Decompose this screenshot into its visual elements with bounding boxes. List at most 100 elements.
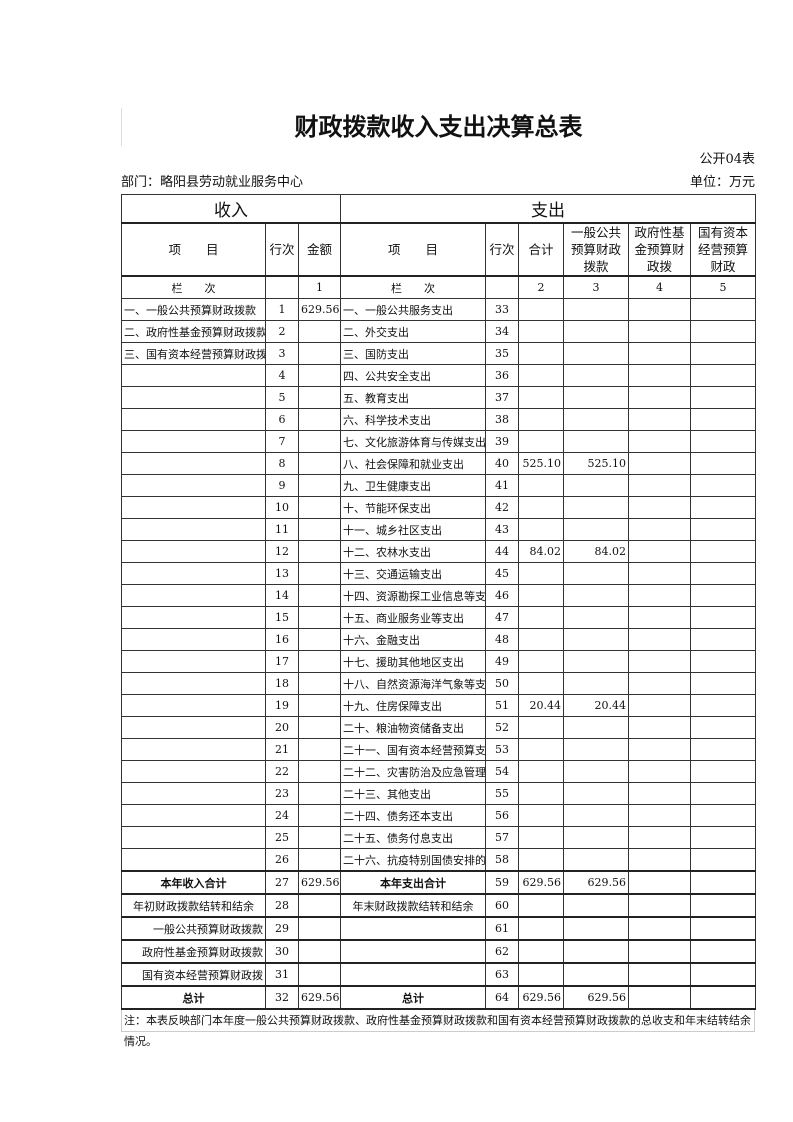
income-item-cell: 年初财政拨款结转和结余 — [121, 893, 266, 918]
state-capital-amount-cell — [690, 452, 756, 475]
expense-total-cell: 629.56 — [518, 870, 564, 895]
expense-item-cell: 七、文化旅游体育与传媒支出 — [340, 430, 486, 453]
state-capital-amount-cell — [690, 496, 756, 519]
expense-item-cell — [340, 939, 486, 964]
state-capital-amount-cell — [690, 386, 756, 409]
expense-total-cell — [518, 804, 564, 827]
income-line-cell: 6 — [265, 408, 299, 431]
general-budget-amount-cell: 20.44 — [563, 694, 629, 717]
income-item-cell — [121, 760, 266, 783]
expense-line-cell: 33 — [485, 298, 519, 321]
fund-budget-amount-cell — [628, 738, 691, 761]
col-label: 栏 次 — [340, 275, 486, 299]
income-item-cell — [121, 408, 266, 431]
table-row: 21 二十一、国有资本经营预算支出 53 — [121, 738, 756, 761]
fund-budget-amount-cell — [628, 870, 691, 895]
table-row: 22 二十二、灾害防治及应急管理支出54 — [121, 760, 756, 783]
income-item-cell — [121, 562, 266, 585]
income-line-cell: 14 — [265, 584, 299, 607]
income-header: 收入 — [121, 194, 341, 224]
general-budget-amount-cell — [563, 430, 629, 453]
table-row: 12 十二、农林水支出 44 84.02 84.02 — [121, 540, 756, 563]
col-label: 栏 次 — [121, 275, 266, 299]
income-line-cell: 23 — [265, 782, 299, 805]
income-item-cell — [121, 452, 266, 475]
general-budget-amount-cell — [563, 298, 629, 321]
expense-total-cell — [518, 760, 564, 783]
general-budget-amount-cell: 525.10 — [563, 452, 629, 475]
income-line-cell: 16 — [265, 628, 299, 651]
col-5: 5 — [690, 275, 756, 299]
income-line-cell: 10 — [265, 496, 299, 519]
income-item-cell — [121, 628, 266, 651]
state-capital-amount-cell — [690, 540, 756, 563]
expense-line-cell: 35 — [485, 342, 519, 365]
income-amount-cell — [298, 518, 341, 541]
state-capital-amount-cell — [690, 606, 756, 629]
table-row: 8 八、社会保障和就业支出 40 525.10 525.10 — [121, 452, 756, 475]
general-budget-amount-cell — [563, 848, 629, 872]
expense-item-cell: 本年支出合计 — [340, 870, 486, 895]
income-item-cell — [121, 716, 266, 739]
general-budget-amount-cell — [563, 518, 629, 541]
fund-budget-amount-cell — [628, 430, 691, 453]
expense-total-cell — [518, 298, 564, 321]
fund-budget-amount-cell — [628, 386, 691, 409]
expense-line-cell: 48 — [485, 628, 519, 651]
table-row: 三、国有资本经营预算财政拨款 3 三、国防支出 35 — [121, 342, 756, 365]
income-line-cell: 12 — [265, 540, 299, 563]
income-line-cell: 1 — [265, 298, 299, 321]
expense-total-cell — [518, 562, 564, 585]
income-line-cell: 20 — [265, 716, 299, 739]
unit-label: 单位：万元 — [689, 175, 755, 190]
fund-budget-amount-cell — [628, 760, 691, 783]
income-line-cell: 28 — [265, 893, 299, 918]
expense-line-cell: 55 — [485, 782, 519, 805]
income-amount-cell — [298, 452, 341, 475]
table-row: 16 十六、金融支出 48 — [121, 628, 756, 651]
expense-total-cell — [518, 342, 564, 365]
income-line-cell: 17 — [265, 650, 299, 673]
fund-budget-amount-cell — [628, 606, 691, 629]
expense-total-cell — [518, 320, 564, 343]
income-amount-cell: 629.56 — [298, 985, 341, 1010]
state-capital-amount-cell — [690, 916, 756, 941]
income-item-cell — [121, 540, 266, 563]
general-budget-amount-cell — [563, 893, 629, 918]
expense-line-cell: 60 — [485, 893, 519, 918]
income-item-cell — [121, 738, 266, 761]
general-budget-amount-cell: 629.56 — [563, 870, 629, 895]
expense-item-cell: 十二、农林水支出 — [340, 540, 486, 563]
state-capital-amount-cell — [690, 342, 756, 365]
income-line-cell: 30 — [265, 939, 299, 964]
expense-line-cell: 57 — [485, 826, 519, 849]
fund-budget-amount-cell — [628, 342, 691, 365]
fund-budget-amount-cell — [628, 474, 691, 497]
expense-total-cell — [518, 496, 564, 519]
expense-line-cell: 43 — [485, 518, 519, 541]
expense-total-cell — [518, 738, 564, 761]
income-item-cell: 本年收入合计 — [121, 870, 266, 895]
expense-item-cell — [340, 962, 486, 987]
income-item-cell — [121, 782, 266, 805]
income-line-cell: 13 — [265, 562, 299, 585]
income-item-cell — [121, 518, 266, 541]
expense-header: 支出 — [340, 194, 756, 224]
income-item-cell — [121, 694, 266, 717]
expense-item-cell: 四、公共安全支出 — [340, 364, 486, 387]
income-amount-cell — [298, 916, 341, 941]
income-line-cell: 29 — [265, 916, 299, 941]
state-capital-amount-cell — [690, 782, 756, 805]
income-amount-cell — [298, 782, 341, 805]
income-line-cell: 8 — [265, 452, 299, 475]
expense-item-cell: 三、国防支出 — [340, 342, 486, 365]
expense-line-cell: 63 — [485, 962, 519, 987]
income-line-cell: 25 — [265, 826, 299, 849]
income-item-header: 项 目 — [121, 222, 266, 277]
expense-total-cell — [518, 782, 564, 805]
budget-table: 收入 支出 项 目 行次 金额 项 目 行次 合计 一般公共预算财政拨款 政府性… — [121, 194, 756, 1010]
income-amount-header: 金额 — [298, 222, 341, 277]
income-line-cell: 21 — [265, 738, 299, 761]
income-amount-cell — [298, 962, 341, 987]
fund-budget-amount-cell — [628, 584, 691, 607]
